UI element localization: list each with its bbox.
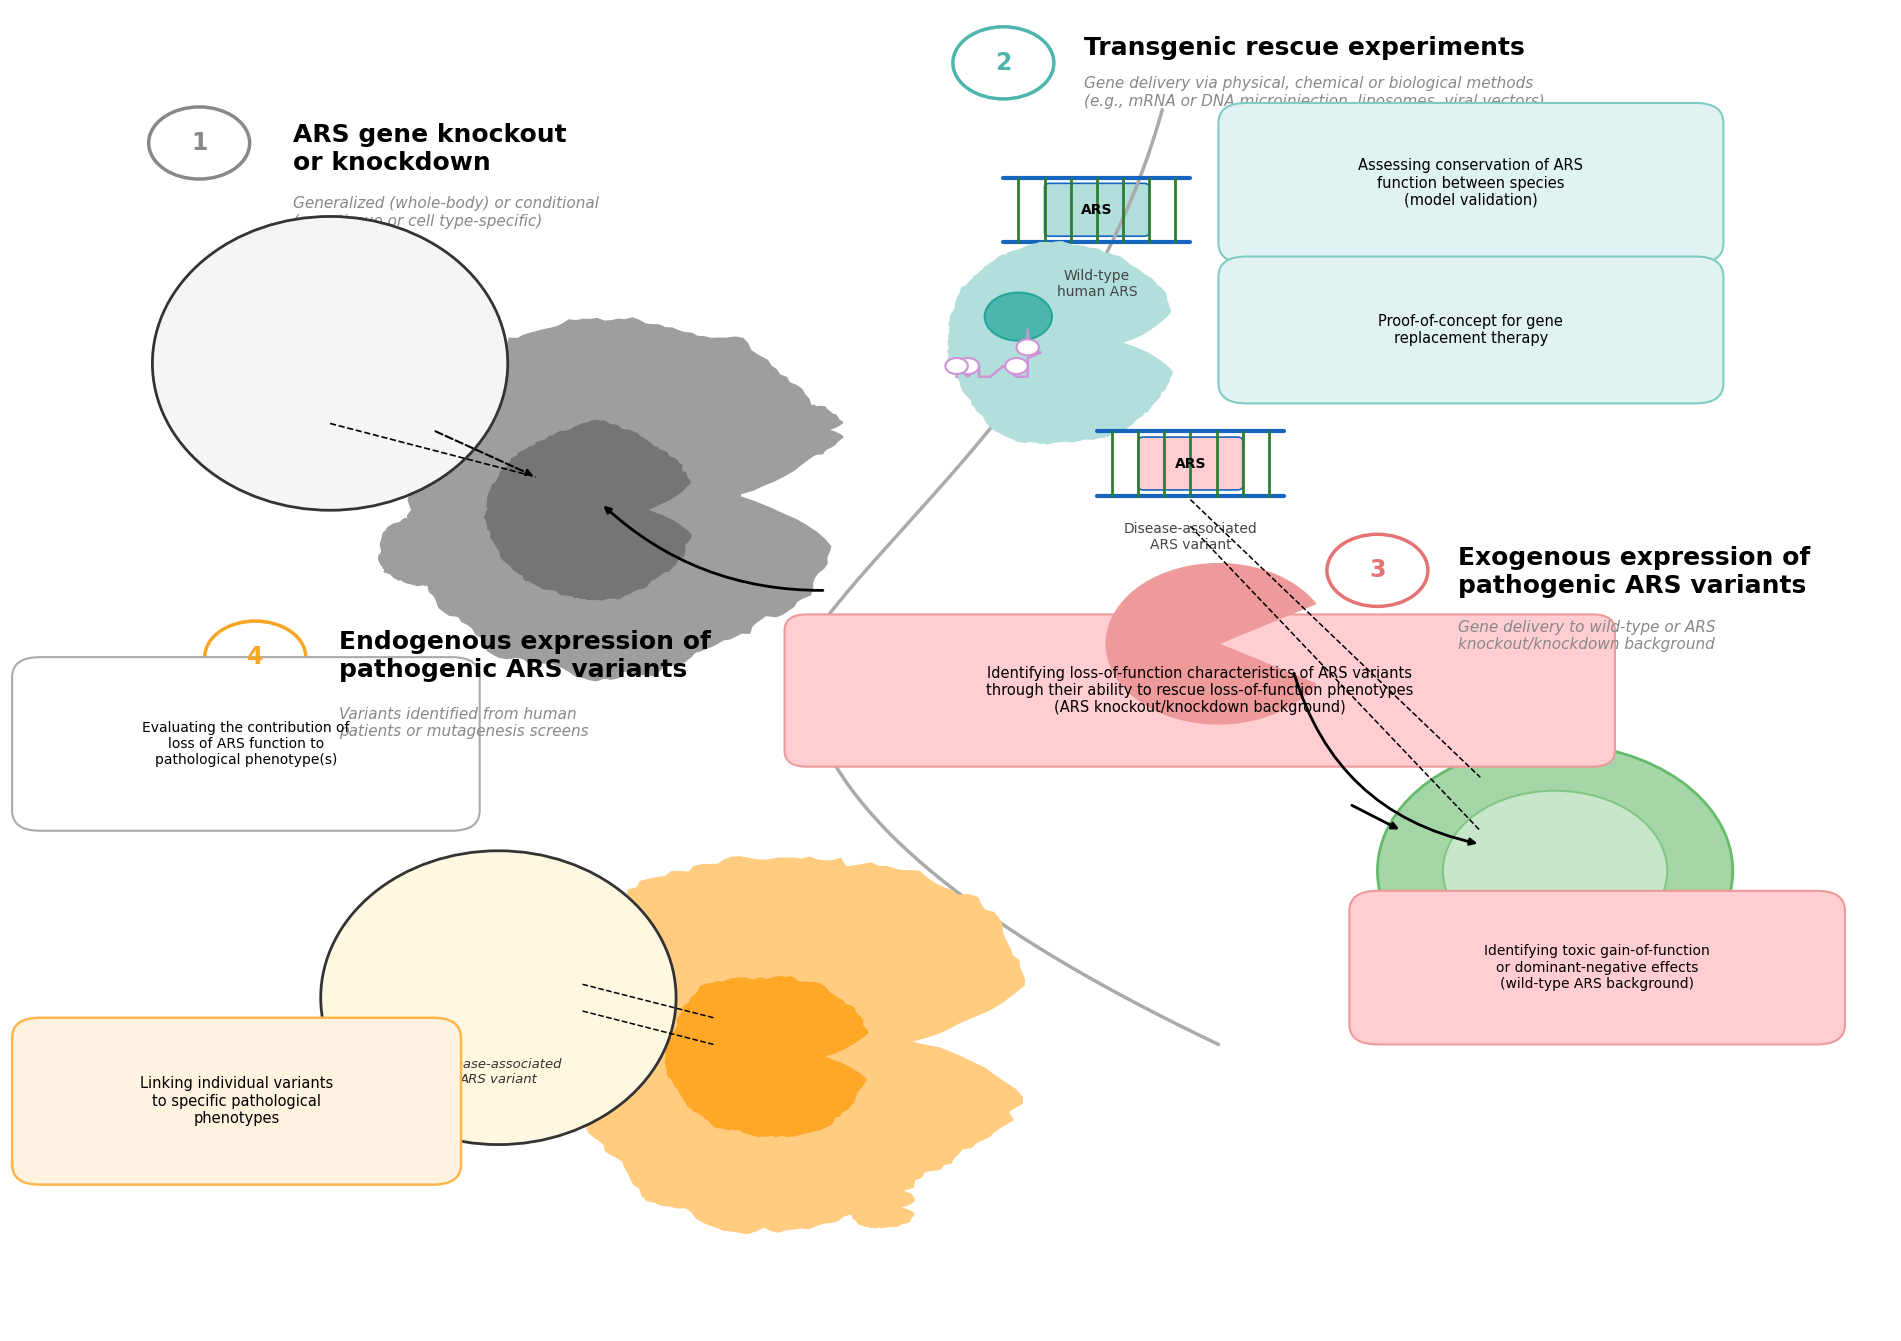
Text: 3: 3 [1369,558,1386,582]
Ellipse shape [321,850,677,1145]
Circle shape [945,358,968,374]
Text: ARS: ARS [1175,456,1205,471]
Polygon shape [378,515,468,586]
Polygon shape [665,976,867,1137]
Text: Generalized (whole-body) or conditional
(e.g., tissue or cell type-specific): Generalized (whole-body) or conditional … [293,196,599,229]
Text: Assessing conservation of ARS
function between species
(model validation): Assessing conservation of ARS function b… [1359,158,1584,208]
Text: 4: 4 [247,645,264,669]
Polygon shape [551,857,1025,1234]
Polygon shape [768,405,842,456]
FancyBboxPatch shape [1044,184,1150,236]
Circle shape [985,292,1051,341]
Text: Gene delivery to wild-type or ARS
knockout/knockdown background: Gene delivery to wild-type or ARS knocko… [1458,620,1715,652]
Text: 1: 1 [190,131,207,156]
FancyBboxPatch shape [1350,890,1846,1045]
FancyBboxPatch shape [1219,256,1724,404]
Text: 2: 2 [996,51,1011,75]
Text: Disease-associated
ARS variant: Disease-associated ARS variant [435,1058,563,1086]
Text: Exogenous expression of
pathogenic ARS variants: Exogenous expression of pathogenic ARS v… [1458,546,1810,598]
Circle shape [1017,339,1040,355]
Text: Evaluating the contribution of
loss of ARS function to
pathological phenotype(s): Evaluating the contribution of loss of A… [143,720,350,767]
FancyBboxPatch shape [11,657,479,831]
Ellipse shape [152,216,508,510]
FancyBboxPatch shape [11,1018,460,1184]
Text: Wild-type
ARS gene: Wild-type ARS gene [1574,897,1629,919]
Circle shape [1378,744,1734,998]
Text: Variants identified from human
patients or mutagenesis screens: Variants identified from human patients … [340,707,589,739]
Text: Proof-of-concept for gene
replacement therapy: Proof-of-concept for gene replacement th… [1378,314,1563,346]
Text: Endogenous expression of
pathogenic ARS variants: Endogenous expression of pathogenic ARS … [340,630,711,683]
Polygon shape [732,574,789,610]
Text: Wild-type
human ARS: Wild-type human ARS [1057,268,1137,299]
Polygon shape [407,318,831,681]
Polygon shape [947,241,1171,444]
Text: Identifying loss-of-function characteristics of ARS variants
through their abili: Identifying loss-of-function characteris… [987,665,1414,716]
FancyBboxPatch shape [1219,103,1724,263]
Text: ARS: ARS [1082,202,1112,217]
Polygon shape [846,1184,914,1228]
FancyBboxPatch shape [785,614,1616,767]
Polygon shape [947,1070,1002,1110]
Polygon shape [620,1101,694,1151]
Text: Transgenic rescue experiments: Transgenic rescue experiments [1084,36,1525,60]
Wedge shape [1106,563,1315,724]
Text: Linking individual variants
to specific pathological
phenotypes: Linking individual variants to specific … [141,1077,333,1126]
Text: ARS gene knockout
or knockdown: ARS gene knockout or knockdown [293,123,566,174]
Text: Identifying toxic gain-of-function
or dominant-negative effects
(wild-type ARS b: Identifying toxic gain-of-function or do… [1485,944,1711,991]
Circle shape [1443,791,1667,951]
Circle shape [1006,358,1028,374]
Text: Gene delivery via physical, chemical or biological methods
(e.g., mRNA or DNA mi: Gene delivery via physical, chemical or … [1084,76,1544,109]
FancyBboxPatch shape [1139,437,1243,489]
Text: Disease-associated
ARS variant: Disease-associated ARS variant [1123,522,1257,552]
Polygon shape [485,421,690,599]
Circle shape [956,358,979,374]
